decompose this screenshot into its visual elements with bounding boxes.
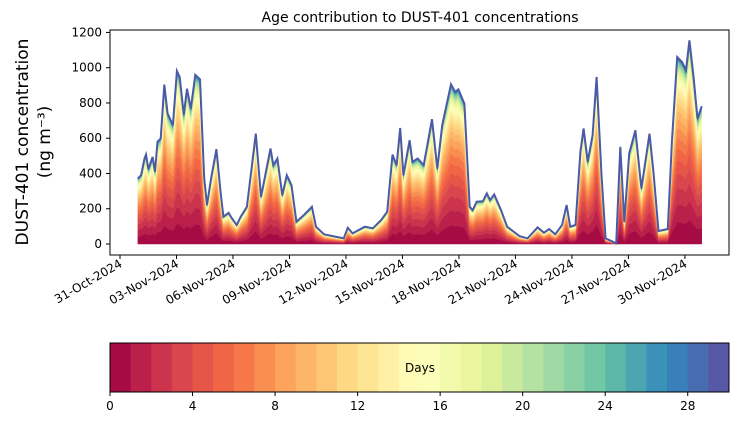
colorbar-segment xyxy=(522,343,544,392)
y-tick-label: 1200 xyxy=(71,25,102,39)
stacked-areas xyxy=(137,40,703,245)
colorbar-segment xyxy=(151,343,173,392)
colorbar: 0 4 8 12 16 20 24 28 xyxy=(106,342,730,413)
colorbar-segment xyxy=(316,343,338,392)
colorbar-frame xyxy=(109,342,730,393)
colorbar-tick-label: 28 xyxy=(680,399,695,413)
y-axis-label-line2: (ng m⁻³) xyxy=(35,106,55,179)
plot-frame xyxy=(109,29,730,256)
colorbar-segment xyxy=(398,343,420,392)
y-tick-label: 400 xyxy=(79,166,102,180)
colorbar-segment xyxy=(357,343,379,392)
colorbar-segment xyxy=(254,343,276,392)
colorbar-segment xyxy=(543,343,565,392)
chart-title: Age contribution to DUST-401 concentrati… xyxy=(262,10,579,26)
colorbar-segment xyxy=(625,343,647,392)
y-tick-label: 1000 xyxy=(71,61,102,75)
colorbar-segment xyxy=(295,343,317,392)
y-axis-label: DUST-401 concentration (ng m⁻³) xyxy=(13,39,55,246)
colorbar-segment xyxy=(708,343,730,392)
y-axis-label-line1: DUST-401 concentration xyxy=(13,39,33,246)
colorbar-segment xyxy=(275,343,297,392)
colorbar-tick-label: 16 xyxy=(432,399,447,413)
colorbar-segment xyxy=(440,343,462,392)
colorbar-segment xyxy=(584,343,606,392)
colorbar-segment xyxy=(502,343,524,392)
colorbar-segment xyxy=(110,343,132,392)
colorbar-segment xyxy=(378,343,400,392)
colorbar-segment xyxy=(419,343,441,392)
colorbar-segment xyxy=(171,343,194,392)
total-envelope-line xyxy=(137,40,703,245)
colorbar-tick-label: 12 xyxy=(350,399,365,413)
colorbar-tick-label: 20 xyxy=(515,399,530,413)
y-axis-ticks: 0 200 400 600 800 1000 1200 xyxy=(71,25,110,251)
y-tick-label: 200 xyxy=(79,202,102,216)
colorbar-segment xyxy=(213,343,235,392)
x-axis-ticks: 31-Oct-202403-Nov-202406-Nov-202409-Nov-… xyxy=(52,255,689,307)
colorbar-segment xyxy=(687,343,709,392)
colorbar-segment xyxy=(130,343,152,392)
colorbar-segment xyxy=(563,343,586,392)
colorbar-segment xyxy=(192,343,214,392)
colorbar-segment xyxy=(646,343,668,392)
colorbar-label: Days xyxy=(405,361,435,375)
colorbar-tick-label: 4 xyxy=(189,399,197,413)
colorbar-tick-label: 0 xyxy=(106,399,114,413)
colorbar-segment xyxy=(336,343,359,392)
colorbar-segment xyxy=(605,343,627,392)
colorbar-segment xyxy=(460,343,482,392)
colorbar-tick-label: 24 xyxy=(598,399,613,413)
colorbar-segment xyxy=(667,343,689,392)
y-tick-label: 600 xyxy=(79,131,102,145)
colorbar-segment xyxy=(233,343,255,392)
colorbar-tick-label: 8 xyxy=(271,399,279,413)
y-tick-label: 800 xyxy=(79,96,102,110)
y-tick-label: 0 xyxy=(94,237,102,251)
colorbar-segment xyxy=(481,343,503,392)
